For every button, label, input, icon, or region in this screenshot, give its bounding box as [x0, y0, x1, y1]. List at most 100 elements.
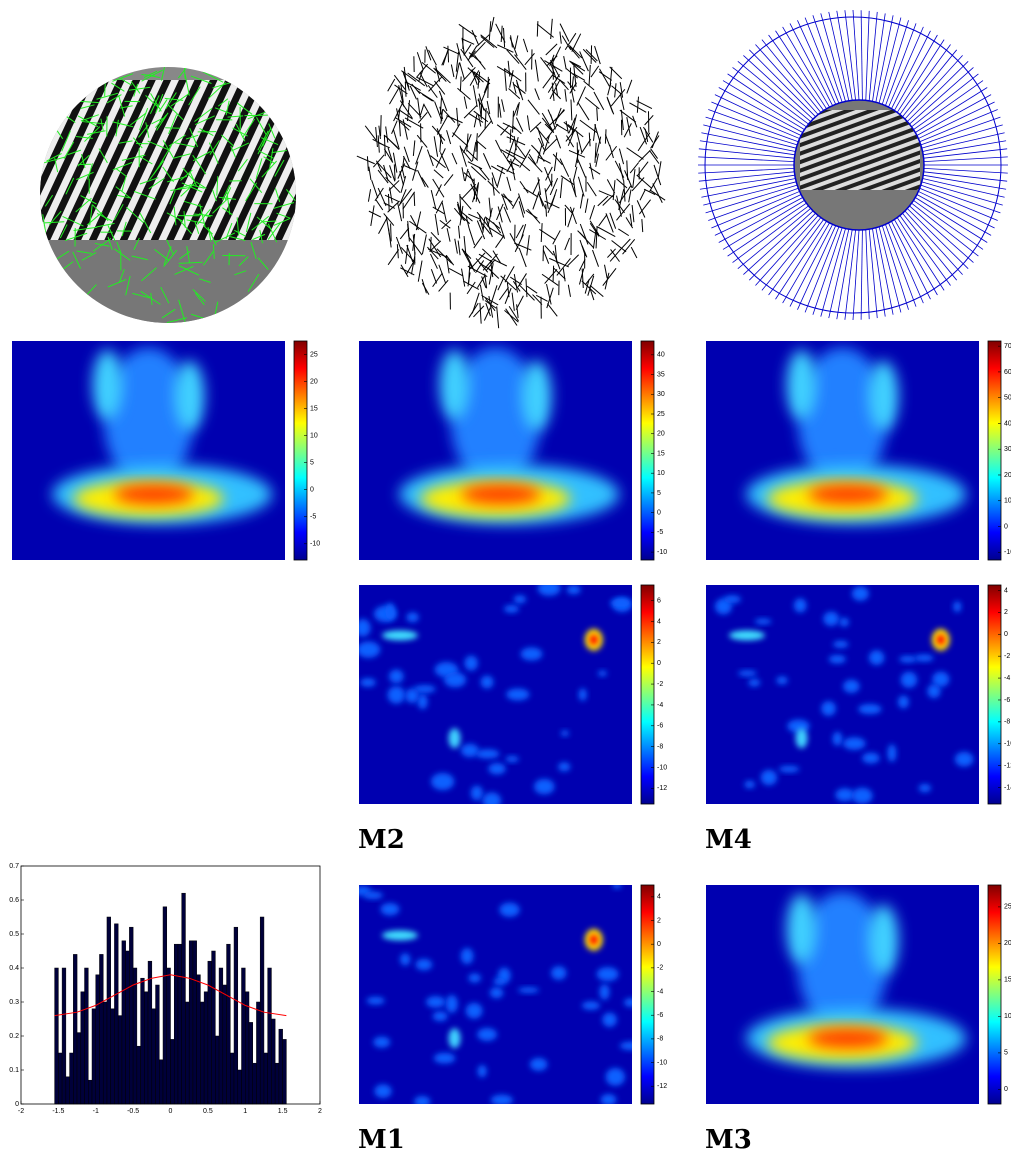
orientation-segment	[375, 127, 378, 148]
orientation-segment	[495, 235, 505, 248]
orientation-segment	[466, 281, 476, 295]
orientation-segment	[593, 91, 605, 111]
zebra-image	[40, 67, 296, 323]
heat-blob	[868, 360, 899, 431]
orientation-segment	[465, 215, 470, 229]
bar	[245, 991, 250, 1105]
orientation-segment	[578, 268, 585, 285]
colorbar-tick-label: 4	[1004, 587, 1008, 594]
y-tick-label: 0.5	[9, 931, 19, 938]
orientation-segment	[567, 129, 576, 146]
spoke	[891, 30, 931, 109]
orientation-segment	[554, 244, 558, 264]
orientation-segment	[486, 111, 494, 125]
heat-blob	[851, 586, 869, 601]
orientation-segment	[571, 114, 578, 135]
edge-segment	[181, 182, 203, 193]
orientation-segment	[636, 200, 646, 218]
edge-segment	[186, 219, 205, 224]
spoke	[923, 171, 1008, 182]
edge-segment	[208, 142, 219, 164]
orientation-segment	[540, 223, 543, 243]
orientation-segment	[490, 16, 495, 32]
fit-curve	[54, 974, 287, 1017]
colorbar-tick-label: -2	[1004, 653, 1010, 660]
orientation-segment	[433, 67, 447, 82]
edge-segment	[107, 236, 113, 250]
orientation-segment	[623, 123, 632, 138]
orientation-segment	[409, 220, 427, 234]
heat-blob	[823, 611, 840, 627]
spoke	[804, 17, 840, 104]
orientation-segment	[649, 178, 658, 192]
orientation-segment	[559, 158, 570, 177]
bar	[207, 960, 212, 1105]
orientation-segment	[460, 211, 473, 222]
orientation-segment	[478, 166, 490, 181]
edge-segment	[212, 244, 215, 259]
orientation-segment	[435, 184, 442, 197]
orientation-field	[356, 16, 666, 329]
orientation-segment	[546, 287, 554, 309]
colorbar-tick-label: 60	[1004, 369, 1011, 376]
orientation-segment	[436, 128, 444, 145]
edge-segment	[208, 82, 226, 99]
spoke	[865, 10, 870, 101]
edge-segment	[237, 158, 248, 172]
orientation-segment	[604, 129, 607, 144]
orientation-segment	[527, 208, 541, 224]
orientation-segment	[383, 134, 398, 148]
orientation-segment	[622, 239, 636, 255]
orientation-segment	[649, 150, 660, 164]
orientation-segment	[435, 148, 446, 168]
heat-blob	[520, 647, 543, 661]
edge-segment	[165, 92, 177, 110]
spoke	[881, 225, 909, 310]
spoke	[828, 229, 850, 319]
orientation-segment	[552, 74, 566, 84]
bar	[218, 967, 224, 1105]
orientation-segment	[473, 114, 478, 128]
edge-segment	[126, 206, 144, 224]
orientation-segment	[573, 65, 577, 88]
orientation-segment	[616, 195, 622, 217]
orientation-segment	[545, 180, 553, 193]
heat-blob	[389, 669, 404, 684]
edge-segment	[256, 216, 272, 230]
orientation-segment	[435, 65, 441, 82]
y-tick-label: 0.2	[9, 1033, 19, 1040]
colorbar-tick-label: 0	[1004, 1086, 1008, 1093]
orientation-segment	[482, 253, 498, 271]
spoke	[797, 20, 837, 105]
orientation-segment	[584, 96, 600, 110]
edge-segment	[178, 299, 186, 323]
edge-segment	[118, 77, 132, 86]
orientation-segment	[421, 62, 436, 74]
orientation-segment	[552, 46, 562, 62]
orientation-segment	[423, 104, 432, 118]
bar	[95, 974, 100, 1105]
colorbar-tick-label: 25	[657, 411, 665, 418]
orientation-segment	[468, 213, 480, 220]
heatmap: 25 20 15 10 5 0 -5 -10	[12, 340, 320, 561]
orientation-segment	[562, 268, 566, 282]
bar	[230, 1052, 235, 1105]
edge-segment	[118, 95, 126, 117]
edge-segment	[64, 232, 88, 242]
orientation-segment	[616, 178, 628, 189]
spoke	[923, 148, 1008, 159]
orientation-segment	[589, 284, 604, 297]
bar	[233, 926, 239, 1105]
bar	[99, 954, 104, 1105]
orientation-segment	[618, 189, 625, 211]
bar	[58, 1052, 63, 1105]
heat-blob	[359, 678, 376, 687]
orientation-segment	[623, 180, 626, 202]
spoke	[888, 26, 924, 108]
spoke	[727, 202, 807, 257]
orientation-segment	[518, 201, 525, 218]
spoke	[913, 80, 984, 130]
orientation-segment	[385, 126, 389, 143]
orientation-segment	[389, 87, 400, 105]
